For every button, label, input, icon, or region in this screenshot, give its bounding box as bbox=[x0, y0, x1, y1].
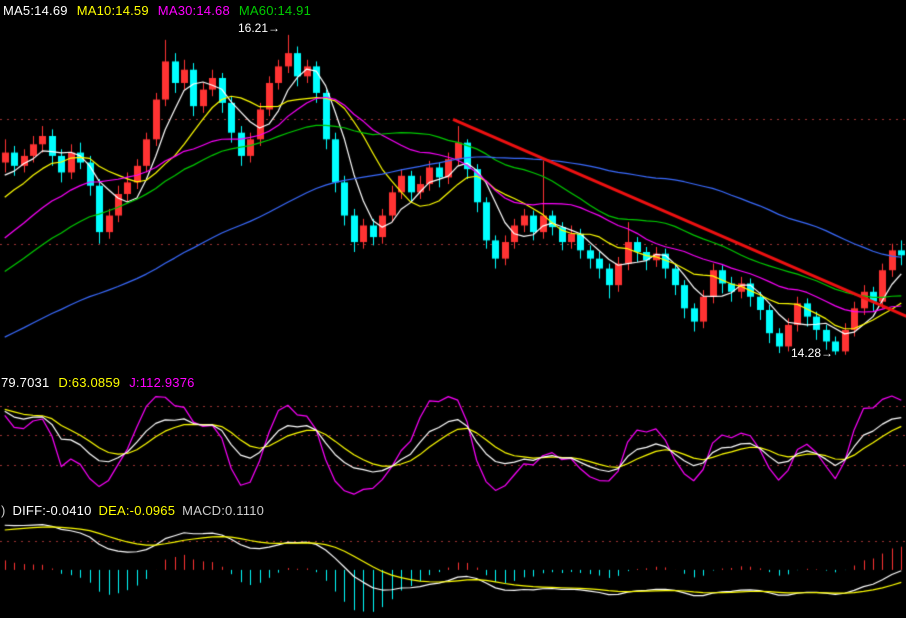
ma5-value: MA5:14.69 bbox=[3, 3, 68, 18]
ma10-value: MA10:14.59 bbox=[76, 3, 149, 18]
low-price-label: 14.28→ bbox=[791, 346, 834, 360]
macd-prefix: ) bbox=[1, 503, 6, 518]
kdj-j-value: J:112.9376 bbox=[129, 375, 195, 390]
ma60-value: MA60:14.91 bbox=[238, 3, 312, 18]
kdj-d-value: D:63.0859 bbox=[58, 375, 121, 390]
macd-value: MACD:0.1110 bbox=[182, 503, 265, 518]
macd-dea-value: DEA:-0.0965 bbox=[98, 503, 176, 518]
kdj-k-value: 79.7031 bbox=[1, 375, 50, 390]
macd-diff-value: DIFF:-0.0410 bbox=[12, 503, 92, 518]
macd-indicator-header: ) DIFF:-0.0410 DEA:-0.0965 MACD:0.1110 bbox=[1, 503, 264, 518]
ma30-value: MA30:14.68 bbox=[157, 3, 230, 18]
high-price-label: 16.21→ bbox=[238, 21, 281, 35]
ma-indicator-header: MA5:14.69 MA10:14.59 MA30:14.68 MA60:14.… bbox=[3, 3, 311, 18]
kdj-indicator-header: 79.7031 D:63.0859 J:112.9376 bbox=[1, 375, 195, 390]
